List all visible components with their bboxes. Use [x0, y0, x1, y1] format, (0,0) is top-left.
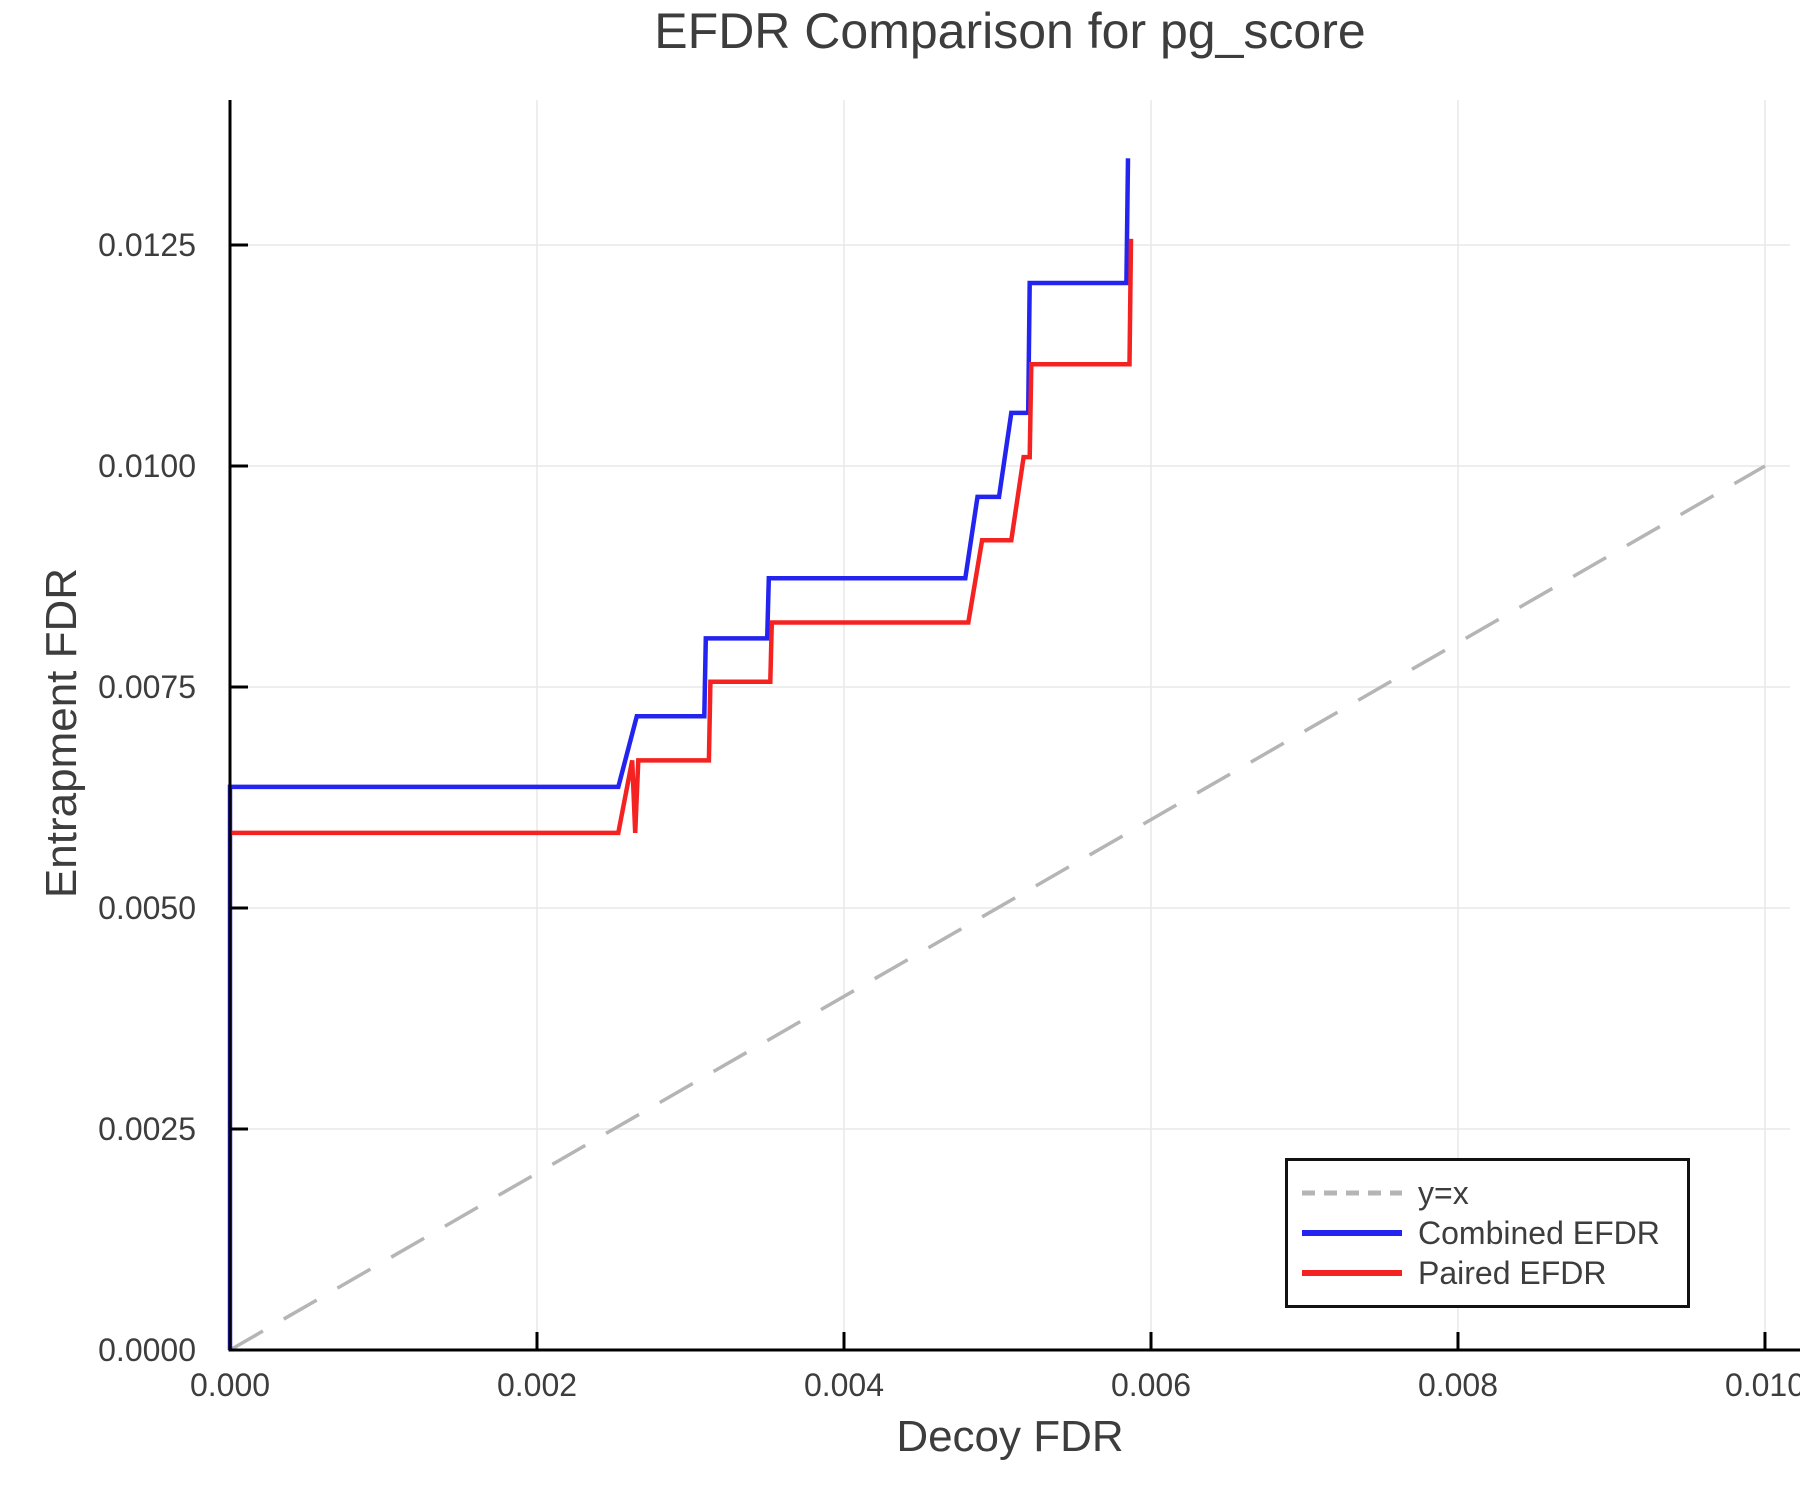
yx-dashed-line-icon — [1302, 1190, 1402, 1196]
series-paired-efdr — [230, 238, 1134, 836]
series-combined-efdr — [227, 158, 1131, 1350]
x-tick-label: 0.002 — [497, 1367, 577, 1403]
legend-label-yx: y=x — [1418, 1175, 1469, 1211]
legend-label-paired-efdr: Paired EFDR — [1418, 1255, 1607, 1291]
x-tick-label: 0.008 — [1418, 1367, 1498, 1403]
y-axis-label: Entrapment FDR — [37, 567, 86, 899]
combined-efdr-line-icon — [1302, 1230, 1402, 1236]
y-tick-label: 0.0050 — [98, 890, 196, 926]
y-tick-label: 0.0100 — [98, 448, 196, 484]
legend-item-yx: y=x — [1302, 1174, 1687, 1212]
chart-title: EFDR Comparison for pg_score — [654, 3, 1366, 59]
x-axis-label: Decoy FDR — [896, 1412, 1124, 1461]
legend-label-combined-efdr: Combined EFDR — [1418, 1215, 1660, 1251]
x-tick-label: 0.004 — [804, 1367, 884, 1403]
x-tick-label: 0.006 — [1111, 1367, 1191, 1403]
y-tick-label: 0.0125 — [98, 227, 196, 263]
y-tick-label: 0.0025 — [98, 1111, 196, 1147]
series-y-x — [229, 464, 1766, 1352]
y-tick-label: 0.0075 — [98, 669, 196, 705]
paired-efdr-line-icon — [1302, 1270, 1402, 1276]
y-tick-label: 0.0000 — [98, 1332, 196, 1368]
x-tick-label: 0.000 — [190, 1367, 270, 1403]
legend-box: y=x Combined EFDR Paired EFDR — [1285, 1158, 1690, 1308]
legend-item-paired-efdr: Paired EFDR — [1302, 1254, 1687, 1292]
x-tick-label: 0.010 — [1725, 1367, 1800, 1403]
legend-item-combined-efdr: Combined EFDR — [1302, 1214, 1687, 1252]
